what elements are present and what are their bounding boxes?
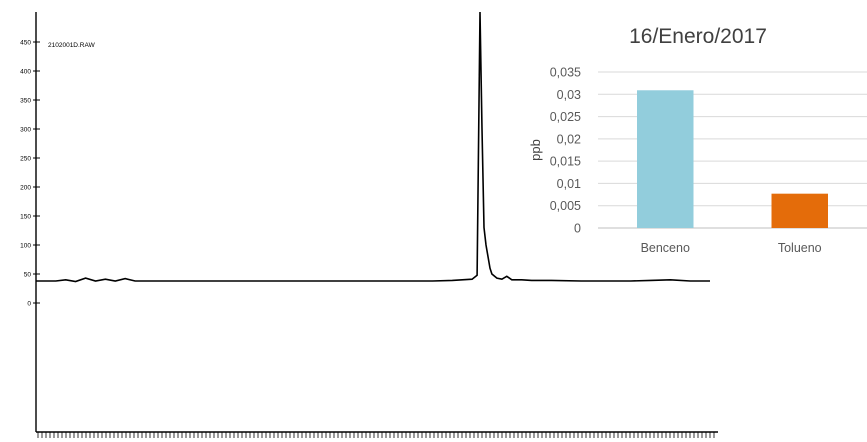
bar-chart-category-label: Benceno	[641, 241, 690, 255]
bar-chart-y-tick-label: 0,035	[550, 66, 581, 80]
chromatogram-y-ticks: 0 50 100 150 200 250 300 350 400 450	[20, 40, 40, 308]
chromatogram-y-tick-label: 300	[20, 127, 31, 134]
bar-benceno	[637, 90, 694, 228]
bar-chart-y-tick-label: 0,03	[557, 88, 581, 102]
chromatogram-y-tick-label: 150	[20, 214, 31, 221]
bar-chart-y-axis-label: ppb	[528, 139, 543, 161]
bar-chart-y-tick-label: 0	[574, 222, 581, 236]
bar-chart-category-labels: Benceno Tolueno	[641, 241, 822, 255]
chromatogram-y-tick-label: 50	[24, 272, 32, 279]
chromatogram-file-label: 2102001D.RAW	[48, 42, 96, 49]
bar-chart-title: 16/Enero/2017	[629, 25, 767, 48]
bar-tolueno	[771, 193, 828, 228]
bar-chart-category-label: Tolueno	[778, 241, 822, 255]
bar-chart-bars	[637, 90, 828, 228]
bar-chart-y-tick-label: 0,01	[557, 177, 581, 191]
bar-chart-y-tick-label: 0,02	[557, 132, 581, 146]
bar-chart: 16/Enero/2017 0 0,005 0,01 0,015 0,02 0,025 0,…	[528, 25, 867, 255]
bar-chart-y-tick-label: 0,025	[550, 110, 581, 124]
chromatogram-y-tick-label: 100	[20, 243, 31, 250]
bar-chart-y-tick-label: 0,005	[550, 199, 581, 213]
chromatogram-series-line	[36, 11, 710, 283]
bar-chart-y-ticks: 0 0,005 0,01 0,015 0,02 0,025 0,03 0,035	[550, 66, 581, 236]
chromatogram-y-tick-label: 250	[20, 156, 31, 163]
chromatogram-y-tick-label: 350	[20, 98, 31, 105]
chromatogram-y-tick-label: 200	[20, 185, 31, 192]
bar-chart-y-tick-label: 0,015	[550, 155, 581, 169]
chromatogram-y-tick-label: 400	[20, 69, 31, 76]
chromatogram-x-ticks	[37, 432, 715, 438]
chromatogram-chart: 0 50 100 150 200 250 300 350 400 450 2102001D.RAW	[20, 11, 718, 438]
chromatogram-y-tick-label: 0	[27, 301, 31, 308]
chromatogram-y-tick-label: 450	[20, 40, 31, 47]
